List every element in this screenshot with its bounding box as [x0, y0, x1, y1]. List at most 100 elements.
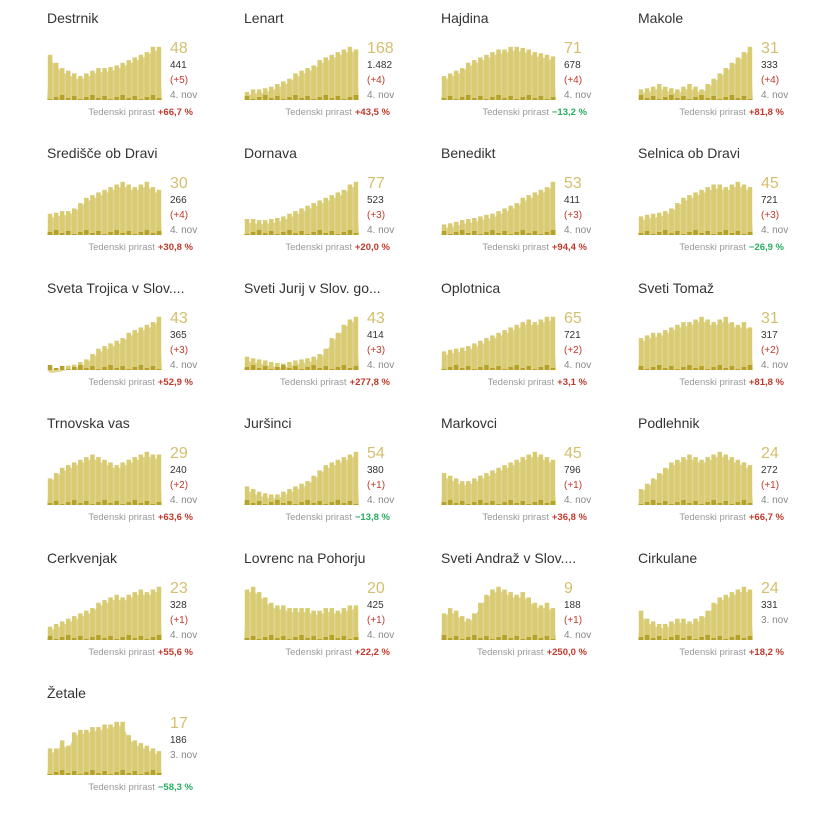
- growth-label: Tedenski prirast: [285, 512, 352, 523]
- municipality-card[interactable]: Žetale 17 186 3. nov Tedenski prirast −58,3 %: [47, 675, 237, 805]
- daily-bar: [138, 327, 144, 370]
- new-cases-bar: [681, 500, 686, 505]
- daily-bar: [460, 220, 465, 235]
- municipality-card[interactable]: Makole 31 333 (+4) 4. nov Tedenski prirast +81…: [638, 0, 828, 130]
- daily-bar: [138, 184, 144, 235]
- new-cases-bar: [693, 368, 698, 370]
- new-cases-bar: [526, 366, 531, 370]
- daily-bar: [59, 211, 65, 235]
- new-cases-bar: [84, 230, 89, 235]
- daily-bar: [96, 602, 101, 640]
- new-cases-bar: [675, 98, 680, 100]
- municipality-name: Podlehnik: [638, 415, 700, 431]
- new-cases-bar: [126, 98, 131, 100]
- new-cases-bar: [347, 639, 353, 640]
- growth-label: Tedenski prirast: [482, 107, 549, 118]
- daily-bar: [335, 52, 341, 100]
- daily-bar: [693, 618, 698, 640]
- daily-bar: [299, 483, 304, 505]
- daily-bar: [711, 454, 716, 505]
- daily-bar: [156, 751, 162, 775]
- daily-bar: [84, 729, 89, 775]
- municipality-card[interactable]: Destrnik 48 441 (+5) 4. nov Tedenski prirast +…: [47, 0, 237, 130]
- total-cases: 365: [170, 330, 187, 341]
- new-cases-bar: [466, 233, 471, 235]
- daily-bar: [293, 211, 298, 235]
- daily-bar: [84, 359, 89, 370]
- municipality-card[interactable]: Sveti Andraž v Slov.... 9 188 (+1) 4. nov Ted…: [441, 540, 631, 670]
- growth-label: Tedenski prirast: [285, 242, 352, 253]
- daily-bar: [472, 478, 477, 505]
- new-cases-bar: [126, 773, 131, 775]
- daily-bar: [526, 597, 531, 640]
- daily-bar: [275, 218, 280, 235]
- municipality-card[interactable]: Sveta Trojica v Slov.... 43 365 (+3) 4. nov T…: [47, 270, 237, 400]
- new-cases-bar: [275, 234, 280, 235]
- new-cases-bar: [293, 504, 298, 505]
- new-cases-bar: [275, 500, 280, 505]
- new-cases-bar: [84, 97, 89, 100]
- sparkline-chart: [638, 586, 753, 640]
- last-date: 4. nov: [367, 90, 395, 101]
- daily-bar: [514, 459, 519, 505]
- growth-label: Tedenski prirast: [88, 512, 155, 523]
- daily-change: (+3): [761, 210, 780, 221]
- new-cases-bar: [729, 233, 735, 235]
- new-cases-bar: [514, 99, 519, 100]
- municipality-card[interactable]: Markovci 45 796 (+1) 4. nov Tedenski prirast +…: [441, 405, 631, 535]
- daily-bar: [299, 70, 304, 100]
- municipality-name: Benedikt: [441, 145, 496, 161]
- daily-bar: [478, 475, 483, 505]
- new-cases-bar: [263, 637, 268, 640]
- total-cases: 272: [761, 465, 778, 476]
- daily-bar: [644, 335, 650, 370]
- new-cases-bar: [53, 501, 59, 505]
- daily-bar: [353, 451, 359, 505]
- municipality-card[interactable]: Benedikt 53 411 (+3) 4. nov Tedenski prirast +…: [441, 135, 631, 265]
- new-cases-bar: [305, 638, 310, 640]
- last-date: 4. nov: [564, 225, 592, 236]
- municipality-card[interactable]: Sveti Tomaž 31 317 (+2) 4. nov Tedenski prira…: [638, 270, 828, 400]
- daily-bar: [550, 316, 556, 370]
- new-cases-bar: [114, 230, 119, 235]
- municipality-card[interactable]: Sveti Jurij v Slov. go... 43 414 (+3) 4. nov…: [244, 270, 434, 400]
- new-cases-bar: [47, 232, 53, 235]
- daily-bar: [132, 57, 137, 100]
- municipality-card[interactable]: Selnica ob Dravi 45 721 (+3) 4. nov Tedenski …: [638, 135, 828, 265]
- municipality-card[interactable]: Lenart 168 1.482 (+4) 4. nov Tedenski prirast…: [244, 0, 434, 130]
- municipality-card[interactable]: Cerkvenjak 23 328 (+1) 4. nov Tedenski priras…: [47, 540, 237, 670]
- daily-bar: [72, 732, 77, 775]
- daily-bar: [78, 76, 83, 100]
- growth-label: Tedenski prirast: [88, 782, 155, 793]
- new-cases-bar: [441, 369, 447, 370]
- daily-bar: [256, 592, 262, 640]
- daily-bar: [447, 349, 453, 370]
- new-cases-bar: [484, 99, 489, 100]
- municipality-card[interactable]: Juršinci 54 380 (+1) 4. nov Tedenski prirast −…: [244, 405, 434, 535]
- sparkline-chart: [441, 181, 556, 235]
- new-cases-bar: [120, 770, 125, 775]
- new-cases-bar: [311, 636, 316, 640]
- municipality-name: Oplotnica: [441, 280, 501, 296]
- daily-bar: [550, 608, 556, 640]
- new-cases-bar: [323, 504, 328, 505]
- daily-bar: [693, 192, 698, 235]
- municipality-card[interactable]: Cirkulane 24 331 3. nov Tedenski prirast +18,…: [638, 540, 828, 670]
- new-cases-bar: [317, 501, 322, 505]
- daily-bar: [108, 187, 113, 235]
- municipality-card[interactable]: Podlehnik 24 272 (+1) 4. nov Tedenski prirast…: [638, 405, 828, 535]
- weekly-growth: Tedenski prirast +20,0 %: [285, 242, 390, 253]
- municipality-card[interactable]: Oplotnica 65 721 (+2) 4. nov Tedenski prirast…: [441, 270, 631, 400]
- daily-bar: [329, 54, 334, 100]
- new-cases-bar: [681, 367, 686, 370]
- daily-bar: [311, 356, 316, 370]
- weekly-growth: Tedenski prirast +81,8 %: [679, 377, 784, 388]
- municipality-card[interactable]: Hajdina 71 678 (+4) 4. nov Tedenski prirast −1…: [441, 0, 631, 130]
- municipality-card[interactable]: Trnovska vas 29 240 (+2) 4. nov Tedenski prir…: [47, 405, 237, 535]
- daily-bar: [90, 454, 95, 505]
- daily-bar: [150, 322, 156, 370]
- municipality-card[interactable]: Dornava 77 523 (+3) 4. nov Tedenski prirast +2…: [244, 135, 434, 265]
- new-cases-bar: [156, 773, 162, 775]
- municipality-card[interactable]: Središče ob Dravi 30 266 (+4) 4. nov Tedenski…: [47, 135, 237, 265]
- municipality-card[interactable]: Lovrenc na Pohorju 20 425 (+1) 4. nov Tedensk…: [244, 540, 434, 670]
